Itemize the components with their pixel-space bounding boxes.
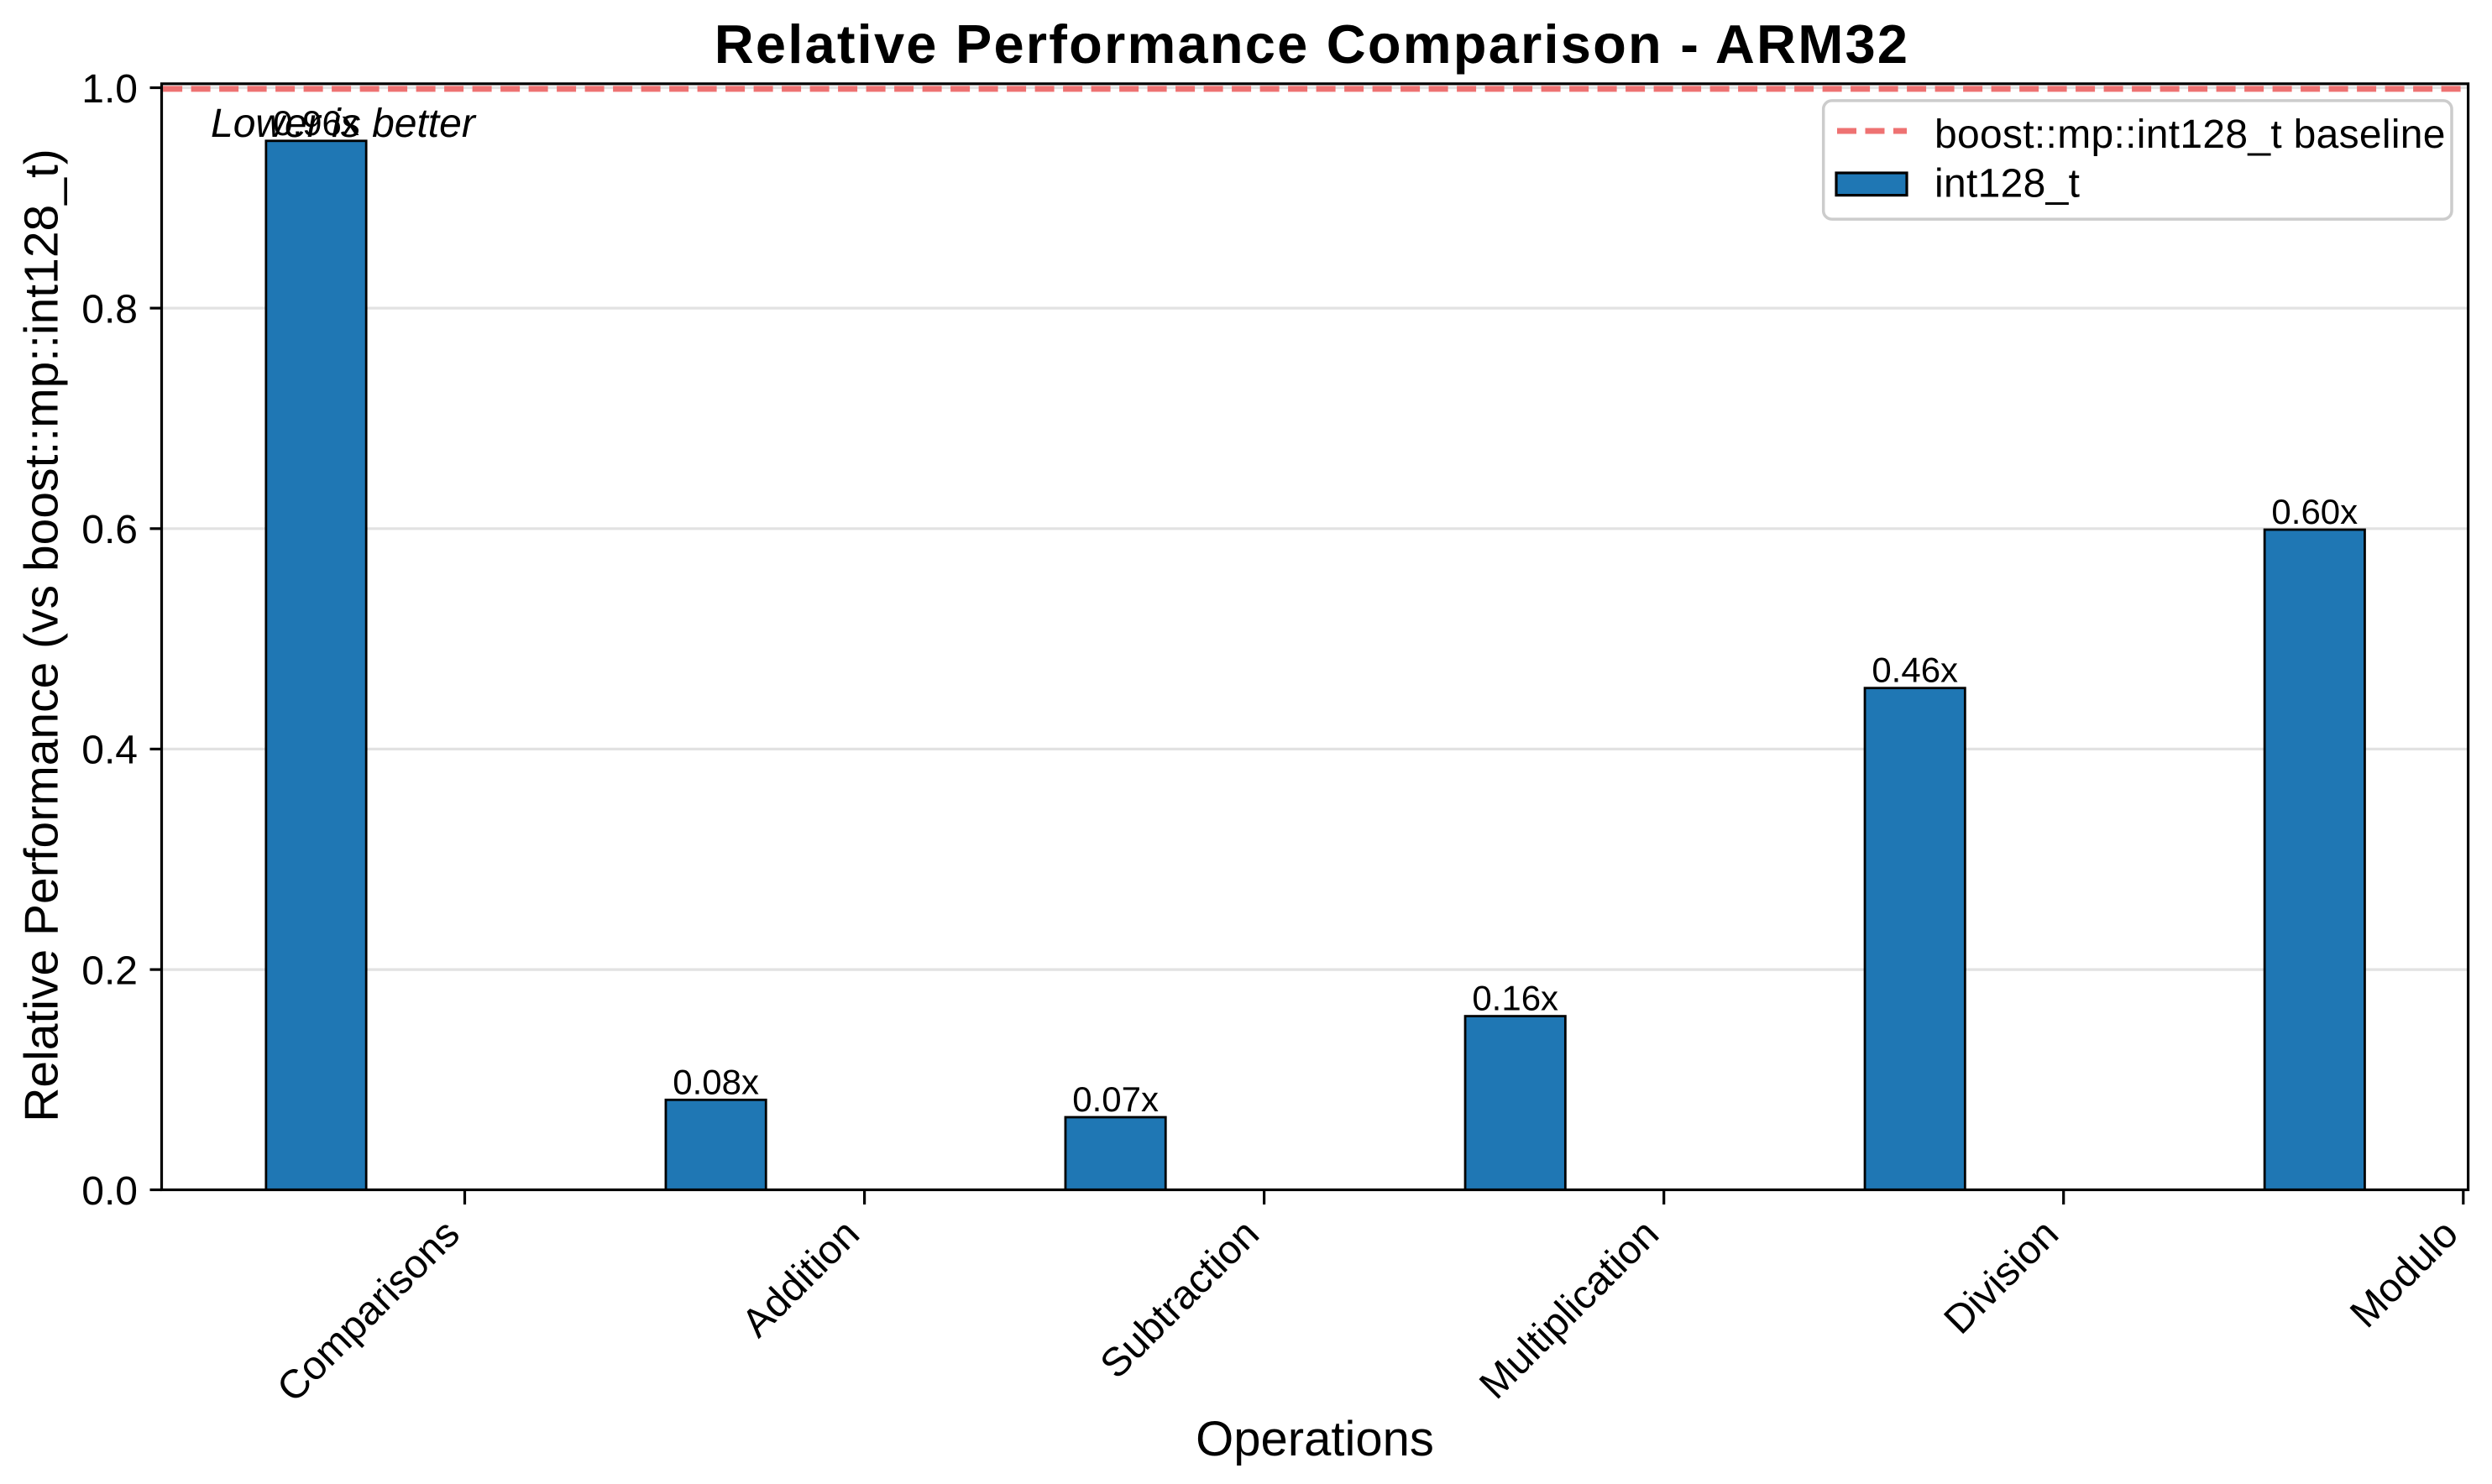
svg-text:0.4: 0.4 (81, 729, 138, 773)
svg-text:Relative Performance (vs boost: Relative Performance (vs boost::mp::int1… (15, 149, 69, 1122)
svg-text:Lower is better: Lower is better (211, 102, 477, 146)
svg-text:0.6: 0.6 (81, 508, 138, 552)
svg-text:0.08x: 0.08x (673, 1062, 759, 1101)
svg-text:Relative Performance Compariso: Relative Performance Comparison - ARM32 (715, 13, 1910, 75)
svg-text:Operations: Operations (1196, 1412, 1434, 1466)
svg-text:0.96x: 0.96x (273, 103, 359, 143)
svg-text:boost::mp::int128_t baseline: boost::mp::int128_t baseline (1934, 112, 2446, 157)
svg-text:1.0: 1.0 (81, 67, 138, 112)
svg-text:0.07x: 0.07x (1072, 1079, 1159, 1119)
svg-text:0.8: 0.8 (81, 287, 138, 332)
svg-text:0.46x: 0.46x (1872, 651, 1958, 690)
svg-text:int128_t: int128_t (1934, 162, 2080, 206)
svg-text:0.0: 0.0 (81, 1169, 138, 1214)
svg-text:0.2: 0.2 (81, 948, 138, 993)
svg-text:0.60x: 0.60x (2271, 492, 2358, 531)
svg-text:0.16x: 0.16x (1472, 979, 1558, 1018)
